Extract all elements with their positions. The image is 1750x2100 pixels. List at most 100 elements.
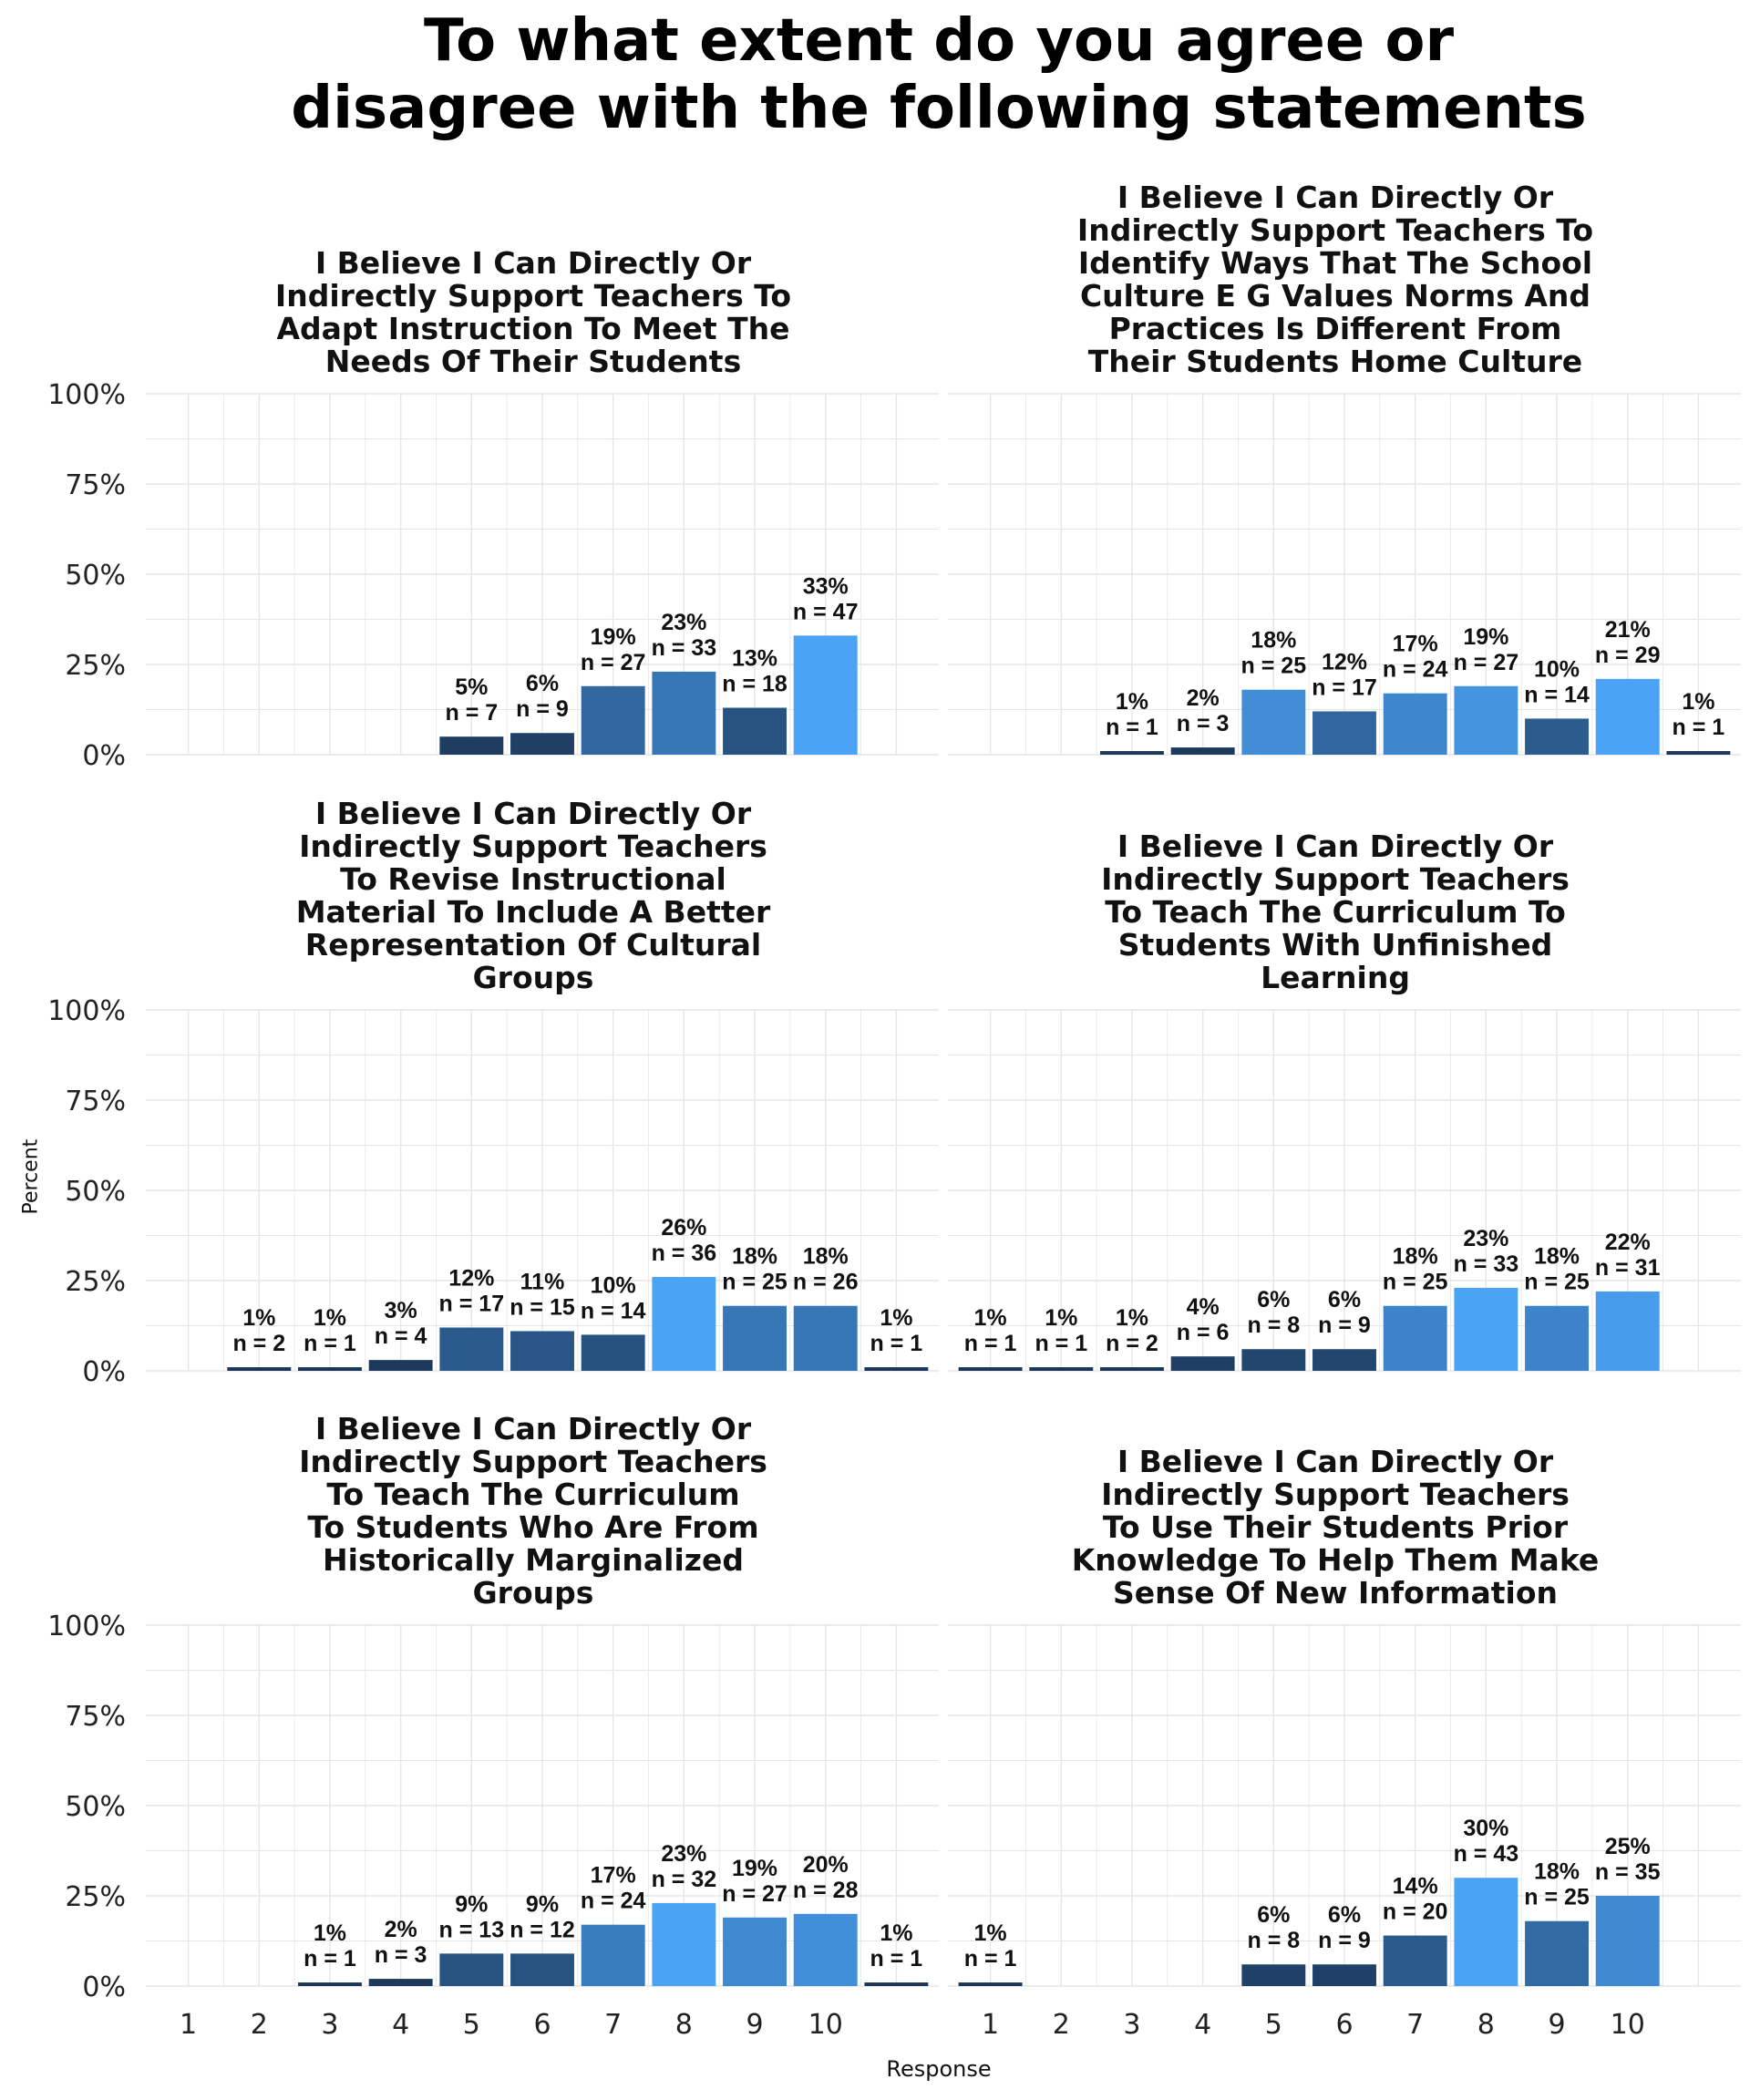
bar <box>227 1367 292 1371</box>
bar <box>581 1924 645 1986</box>
bar-percent-label: 12% <box>1322 649 1367 674</box>
bar <box>652 1277 716 1371</box>
bar-count-label: n = 15 <box>510 1294 575 1320</box>
bar <box>581 1334 645 1371</box>
bar-count-label: n = 13 <box>439 1917 505 1942</box>
bar-percent-label: 13% <box>732 646 777 672</box>
facet-title-line: Identify Ways That The School <box>1078 245 1592 281</box>
bar-percent-label: 1% <box>1116 689 1148 715</box>
facet-title-line: Needs Of Their Students <box>325 344 741 379</box>
facet-title-line: Indirectly Support Teachers To <box>1077 212 1593 248</box>
facet-title-line: Culture E G Values Norms And <box>1080 278 1590 314</box>
bar-percent-label: 1% <box>314 1305 346 1331</box>
bar <box>1312 1349 1376 1371</box>
bar-count-label: n = 33 <box>652 635 717 661</box>
bar-count-label: n = 1 <box>1106 715 1158 740</box>
bar-percent-label: 1% <box>1045 1305 1077 1331</box>
bar-percent-label: 18% <box>803 1244 849 1270</box>
bar-percent-label: 18% <box>1534 1859 1580 1885</box>
facet-title-line: I Believe I Can Directly Or <box>1117 180 1554 215</box>
bar-percent-label: 1% <box>974 1305 1007 1331</box>
bar <box>1525 1920 1589 1986</box>
x-tick-label: 8 <box>675 2009 693 2041</box>
bar-count-label: n = 36 <box>652 1240 717 1266</box>
bar-percent-label: 6% <box>1257 1902 1290 1928</box>
bar <box>652 671 716 755</box>
bar-count-label: n = 33 <box>1454 1251 1519 1277</box>
bar-count-label: n = 26 <box>793 1270 859 1295</box>
bar-count-label: n = 12 <box>510 1917 575 1942</box>
bar-count-label: n = 2 <box>1106 1331 1158 1356</box>
x-tick-label: 10 <box>1611 2009 1645 2041</box>
bar <box>510 733 574 755</box>
bar-count-label: n = 1 <box>1035 1331 1087 1356</box>
x-tick-label: 1 <box>180 2009 197 2041</box>
x-tick-label: 3 <box>1123 2009 1140 2041</box>
x-tick-label: 3 <box>321 2009 338 2041</box>
y-tick-label: 50% <box>65 1791 126 1823</box>
bar-count-label: n = 2 <box>232 1331 285 1356</box>
bar <box>1312 1964 1376 1986</box>
facet-title-line: Groups <box>473 1575 594 1611</box>
bar-percent-label: 1% <box>1682 689 1714 715</box>
facet-title-line: Indirectly Support Teachers <box>1101 1477 1570 1512</box>
bar-count-label: n = 20 <box>1383 1899 1448 1925</box>
bar <box>864 1367 929 1371</box>
bar-percent-label: 23% <box>661 1841 706 1867</box>
bar-percent-label: 1% <box>880 1920 912 1946</box>
bar-percent-label: 1% <box>314 1920 346 1946</box>
bar-count-label: n = 9 <box>1318 1928 1371 1953</box>
bar-count-label: n = 47 <box>793 599 859 624</box>
bar-percent-label: 5% <box>455 674 488 700</box>
bar-count-label: n = 27 <box>722 1881 788 1907</box>
facet-title-line: Historically Marginalized <box>323 1542 744 1578</box>
bar <box>1383 1935 1447 1986</box>
bar-count-label: n = 1 <box>870 1946 923 1971</box>
chart-title-line-2: disagree with the following statements <box>291 75 1587 142</box>
y-tick-label: 25% <box>65 1266 126 1298</box>
bar <box>510 1953 574 1986</box>
facet-title-line: To Teach The Curriculum <box>326 1477 739 1512</box>
y-tick-label: 75% <box>65 469 126 501</box>
bar <box>439 736 504 755</box>
bar-percent-label: 6% <box>526 671 559 696</box>
bar <box>1595 678 1660 755</box>
bar-count-label: n = 24 <box>1383 657 1448 683</box>
x-tick-label: 2 <box>1053 2009 1070 2041</box>
bar <box>439 1327 504 1371</box>
bar-percent-label: 4% <box>1187 1294 1220 1320</box>
facet-title-line: I Believe I Can Directly Or <box>315 796 752 831</box>
bar-percent-label: 14% <box>1393 1874 1438 1899</box>
bar-count-label: n = 17 <box>439 1291 505 1316</box>
chart-title: To what extent do you agree or disagree … <box>0 7 1750 142</box>
x-tick-label: 7 <box>1406 2009 1424 2041</box>
bar <box>1241 1964 1306 1986</box>
facet-title-line: Sense Of New Information <box>1113 1575 1558 1611</box>
bar-count-label: n = 27 <box>581 650 646 675</box>
x-axis-label: Response <box>886 2056 992 2082</box>
facet-title-line: To Revise Instructional <box>340 861 726 897</box>
bar <box>439 1953 504 1986</box>
bar <box>298 1982 362 1986</box>
bar-count-label: n = 17 <box>1312 674 1377 700</box>
bar-percent-label: 9% <box>455 1891 488 1917</box>
bar <box>1595 1896 1660 1986</box>
bar-percent-label: 19% <box>591 624 636 650</box>
bar <box>1170 747 1235 755</box>
bar-count-label: n = 43 <box>1454 1841 1519 1867</box>
bar-count-label: n = 14 <box>581 1298 646 1323</box>
bar <box>1525 1305 1589 1371</box>
bar-count-label: n = 3 <box>375 1942 427 1968</box>
facet-title-line: Students With Unfinished <box>1118 927 1553 962</box>
bar-percent-label: 20% <box>803 1852 849 1878</box>
bar-count-label: n = 1 <box>964 1946 1017 1971</box>
facet-title-line: Indirectly Support Teachers <box>1101 861 1570 897</box>
y-tick-label: 0% <box>82 1971 126 2003</box>
bar-percent-label: 1% <box>1116 1305 1148 1331</box>
y-tick-label: 50% <box>65 560 126 592</box>
bar <box>1454 1878 1518 1986</box>
bar-percent-label: 6% <box>1257 1287 1290 1312</box>
bar <box>1525 718 1589 755</box>
